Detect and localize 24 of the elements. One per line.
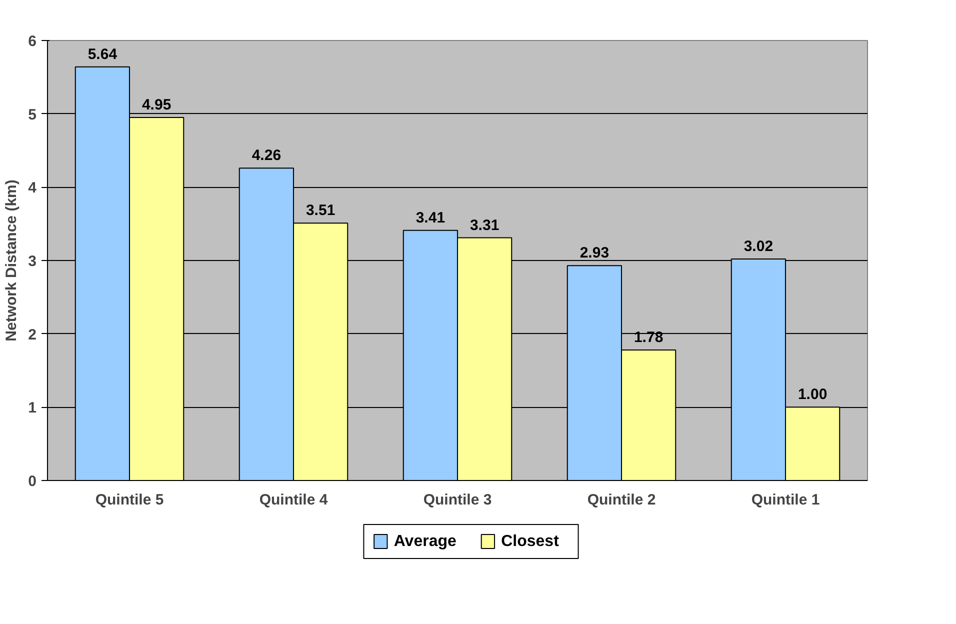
data-label: 2.93 xyxy=(580,244,610,262)
y-tick-label: 6 xyxy=(28,33,36,50)
data-label: 3.41 xyxy=(416,209,446,226)
data-label: 5.64 xyxy=(88,46,118,63)
y-tick-label: 0 xyxy=(28,473,36,490)
data-label: 1.00 xyxy=(798,386,828,404)
y-axis-title: Network Distance (km) xyxy=(3,180,20,342)
y-tick-label: 4 xyxy=(28,180,38,197)
y-tick-label: 3 xyxy=(28,253,36,270)
x-tick-label: Quintile 5 xyxy=(95,492,164,508)
data-label: 3.02 xyxy=(744,238,774,256)
y-tick-label: 2 xyxy=(28,326,36,344)
y-tick-label: 5 xyxy=(28,106,36,124)
x-tick-label: Quintile 4 xyxy=(259,492,328,508)
legend-label: Average xyxy=(394,533,456,550)
legend-label: Closest xyxy=(501,533,560,550)
data-label: 3.31 xyxy=(470,216,500,234)
data-label: 4.26 xyxy=(252,147,282,164)
x-tick-label: Quintile 2 xyxy=(587,492,656,508)
data-label: 3.51 xyxy=(306,202,336,220)
x-tick-label: Quintile 3 xyxy=(423,492,492,508)
data-label: 4.95 xyxy=(142,96,172,114)
y-tick-label: 1 xyxy=(28,400,36,417)
x-tick-label: Quintile 1 xyxy=(751,492,820,508)
